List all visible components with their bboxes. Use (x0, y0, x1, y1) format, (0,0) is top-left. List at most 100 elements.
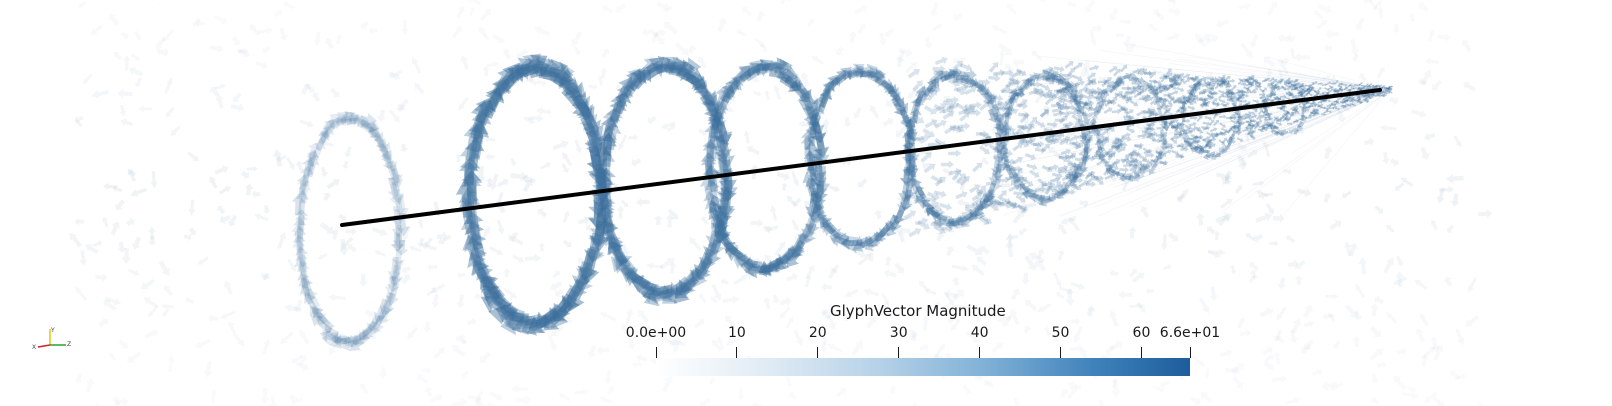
vector-glyph (1205, 138, 1212, 146)
vector-glyph (1111, 378, 1119, 389)
vector-glyph (874, 227, 888, 242)
vector-glyph (1250, 34, 1259, 48)
vector-glyph (1179, 105, 1187, 112)
vector-glyph (1291, 111, 1297, 115)
vector-glyph (98, 318, 108, 328)
vector-glyph (1067, 380, 1082, 390)
vector-glyph (597, 74, 604, 86)
vector-glyph (827, 268, 837, 280)
vector-glyph (1125, 96, 1133, 104)
vector-glyph (805, 163, 819, 187)
vector-glyph (1228, 134, 1235, 140)
vector-glyph (922, 161, 931, 171)
vector-glyph (482, 275, 505, 301)
vector-glyph (1365, 83, 1369, 88)
vector-glyph (369, 314, 385, 336)
vector-glyph (74, 115, 84, 124)
vector-glyph (936, 232, 945, 242)
vector-glyph (371, 227, 388, 237)
vector-glyph (1118, 72, 1132, 82)
vector-glyph (516, 48, 528, 59)
vector-glyph (708, 114, 728, 146)
vector-glyph (1150, 155, 1160, 169)
vector-glyph (1208, 143, 1216, 149)
vector-glyph (1230, 265, 1237, 275)
vector-glyph (668, 261, 677, 274)
vector-glyph (311, 306, 325, 321)
vector-glyph (1048, 67, 1055, 84)
vector-glyph (631, 158, 642, 167)
field-streak (1128, 89, 1391, 208)
vector-glyph (1292, 109, 1299, 113)
vector-glyph (1411, 109, 1427, 118)
vector-glyph (1182, 73, 1191, 79)
vector-glyph (431, 294, 440, 309)
vector-glyph (661, 282, 689, 303)
vector-glyph (785, 316, 794, 330)
vector-glyph (1043, 184, 1053, 192)
vector-glyph (1212, 101, 1221, 106)
vector-glyph (1388, 91, 1393, 94)
vector-glyph (1059, 135, 1071, 143)
vector-glyph (1224, 91, 1233, 101)
vector-glyph (1085, 181, 1096, 188)
vector-glyph (1182, 127, 1191, 134)
vector-glyph (472, 99, 493, 134)
vector-glyph (157, 47, 170, 58)
vector-glyph (905, 119, 918, 143)
vector-glyph (1276, 129, 1286, 135)
vector-glyph (1313, 110, 1319, 114)
vector-glyph (1089, 173, 1100, 181)
vector-glyph (1018, 202, 1036, 211)
vector-glyph (489, 173, 499, 191)
vector-glyph (1323, 110, 1329, 114)
vector-glyph (1276, 122, 1283, 126)
vector-glyph (1315, 103, 1321, 107)
vector-glyph (976, 188, 989, 197)
field-streak (1247, 89, 1391, 144)
vector-glyph (1041, 89, 1051, 98)
vector-glyph (1023, 74, 1037, 86)
vector-glyph (681, 72, 694, 83)
vector-glyph (1034, 72, 1052, 82)
vector-glyph (707, 114, 724, 142)
vector-glyph (1245, 126, 1253, 131)
vector-glyph (387, 275, 400, 292)
vector-glyph (931, 208, 946, 217)
vector-glyph (456, 294, 466, 309)
vector-glyph (1301, 115, 1308, 123)
vector-glyph (282, 1, 295, 10)
vector-glyph (259, 387, 270, 405)
field-streak (1234, 89, 1391, 150)
vector-glyph (578, 105, 601, 136)
vector-glyph (766, 253, 790, 273)
vector-glyph (1057, 181, 1068, 189)
vector-glyph (1332, 105, 1338, 109)
vector-glyph (958, 80, 971, 89)
vector-glyph (300, 165, 314, 187)
field-streak (1003, 89, 1391, 216)
vector-glyph (1245, 79, 1252, 85)
vector-glyph (1202, 101, 1210, 107)
vector-glyph (1252, 79, 1260, 84)
vector-glyph (821, 118, 830, 134)
vector-glyph (806, 199, 822, 222)
vector-glyph (953, 174, 962, 183)
vector-glyph (209, 44, 224, 53)
vector-glyph (1359, 87, 1364, 91)
vector-glyph (535, 307, 560, 329)
vector-glyph (1168, 232, 1179, 242)
vector-glyph (654, 57, 678, 75)
vector-glyph (1355, 94, 1361, 98)
vector-glyph (468, 245, 490, 277)
vector-glyph (322, 140, 334, 147)
vector-glyph (721, 77, 740, 104)
vector-glyph (401, 274, 411, 285)
vector-glyph (241, 170, 250, 180)
vector-glyph (614, 92, 632, 115)
vector-glyph (907, 154, 919, 171)
vector-glyph (468, 0, 482, 6)
vector-glyph (1379, 124, 1397, 132)
vector-glyph (620, 243, 630, 257)
